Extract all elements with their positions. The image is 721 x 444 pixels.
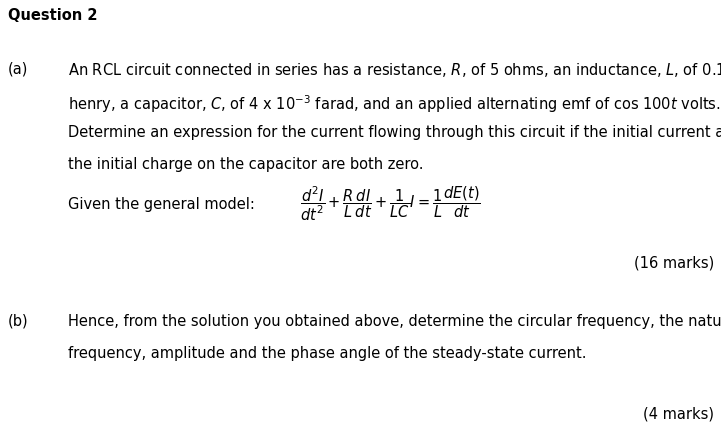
Text: the initial charge on the capacitor are both zero.: the initial charge on the capacitor are … <box>68 157 423 172</box>
Text: Hence, from the solution you obtained above, determine the circular frequency, t: Hence, from the solution you obtained ab… <box>68 314 721 329</box>
Text: Question 2: Question 2 <box>8 8 97 23</box>
Text: Determine an expression for the current flowing through this circuit if the init: Determine an expression for the current … <box>68 125 721 140</box>
Text: (4 marks): (4 marks) <box>643 406 714 421</box>
Text: frequency, amplitude and the phase angle of the steady-state current.: frequency, amplitude and the phase angle… <box>68 346 586 361</box>
Text: Given the general model:: Given the general model: <box>68 197 270 211</box>
Text: (b): (b) <box>8 314 29 329</box>
Text: henry, a capacitor, $C$, of 4 x 10$^{-3}$ farad, and an applied alternating emf : henry, a capacitor, $C$, of 4 x 10$^{-3}… <box>68 93 721 115</box>
Text: An RCL circuit connected in series has a resistance, $R$, of 5 ohms, an inductan: An RCL circuit connected in series has a… <box>68 61 721 79</box>
Text: (16 marks): (16 marks) <box>634 256 714 271</box>
Text: $\dfrac{d^2I}{dt^2}+\dfrac{R}{L}\dfrac{dI}{dt}+\dfrac{1}{LC}I = \dfrac{1}{L}\dfr: $\dfrac{d^2I}{dt^2}+\dfrac{R}{L}\dfrac{d… <box>300 185 481 223</box>
Text: (a): (a) <box>8 61 28 76</box>
